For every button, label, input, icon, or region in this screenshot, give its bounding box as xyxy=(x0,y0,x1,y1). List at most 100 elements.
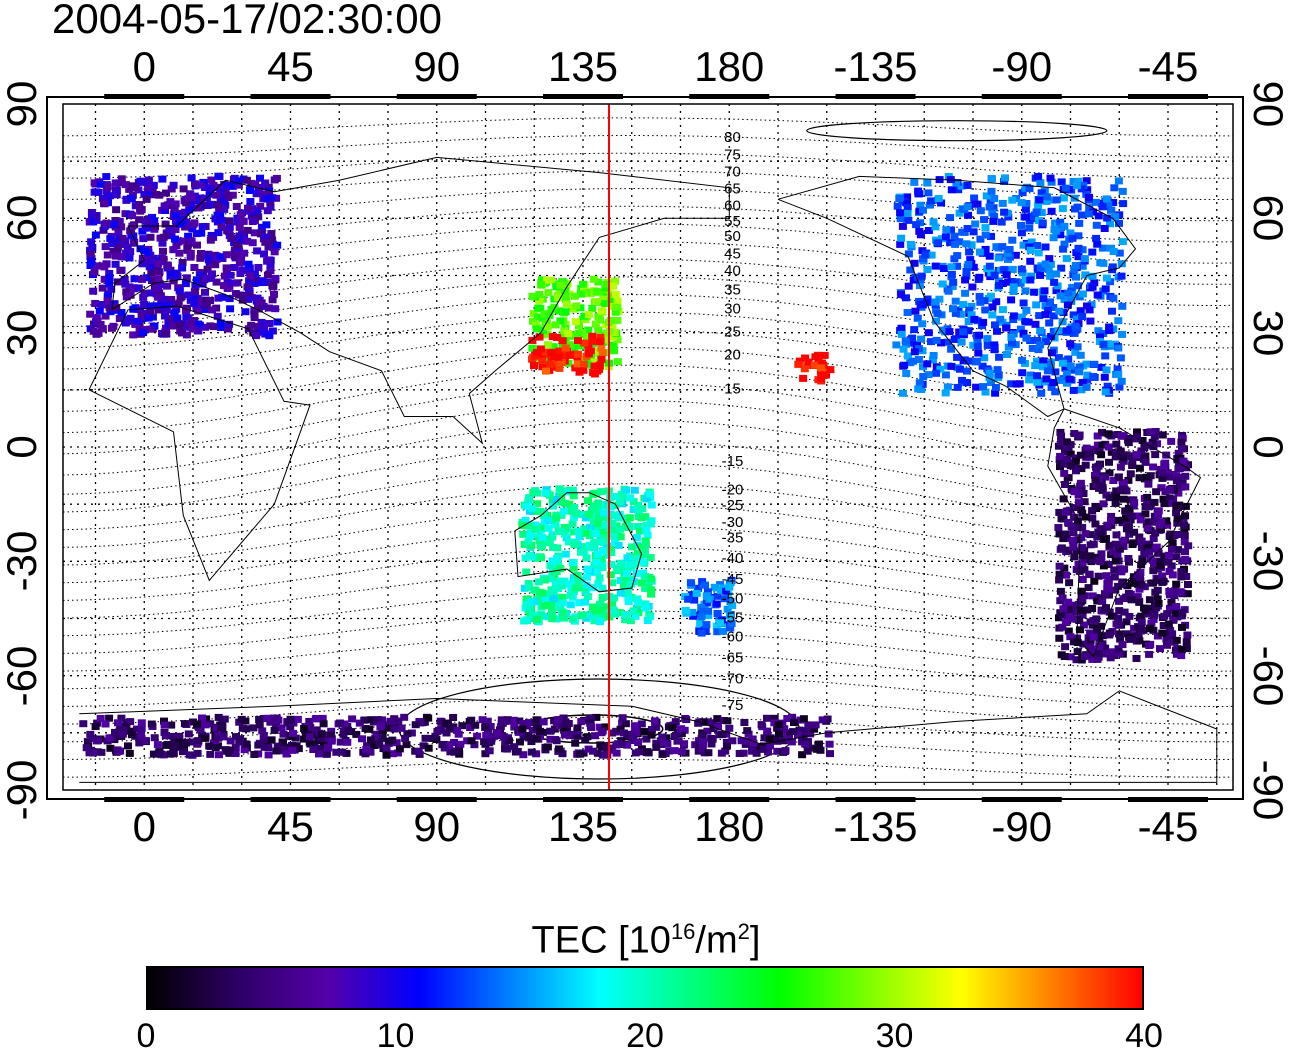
tec-cell xyxy=(1063,474,1072,482)
tec-cell xyxy=(699,718,708,726)
tec-cell xyxy=(725,583,734,591)
tec-cell xyxy=(1133,428,1141,436)
tec-cell xyxy=(136,245,145,253)
tec-cell xyxy=(975,248,984,256)
tec-cell xyxy=(198,280,207,288)
tec-cell xyxy=(735,750,744,757)
tec-cell xyxy=(727,619,736,627)
tec-cell xyxy=(1168,539,1177,547)
tec-cell xyxy=(552,555,561,562)
tec-cell xyxy=(192,276,201,284)
tec-cell xyxy=(726,612,734,620)
tec-cell xyxy=(226,271,235,279)
tec-cell xyxy=(1073,343,1082,351)
tec-cell xyxy=(183,323,192,331)
tec-cell xyxy=(1145,596,1154,604)
tec-cell xyxy=(175,742,184,750)
tec-cell xyxy=(641,540,650,548)
tec-cell xyxy=(153,741,162,749)
bottom-tick-label: -45 xyxy=(1137,803,1199,850)
tec-cell xyxy=(1178,609,1187,617)
tec-cell xyxy=(1056,218,1065,226)
tec-cell xyxy=(1119,495,1128,503)
tec-cell xyxy=(608,333,617,341)
tec-cell xyxy=(232,203,241,210)
tec-cell xyxy=(1138,557,1147,565)
tec-cell xyxy=(1054,442,1063,450)
tec-cell xyxy=(658,733,667,741)
tec-cell xyxy=(728,737,737,745)
tec-cell xyxy=(647,586,656,594)
tec-cell xyxy=(1070,266,1079,273)
tec-cell xyxy=(467,716,476,724)
magnetic-contour xyxy=(62,461,1234,531)
tec-cell xyxy=(568,520,577,528)
tec-cell xyxy=(912,221,921,229)
tec-cell xyxy=(182,313,191,321)
tec-cell xyxy=(1036,341,1045,349)
tec-cell xyxy=(1077,656,1086,664)
tec-cell xyxy=(332,748,341,756)
tec-cell xyxy=(1136,573,1144,581)
tec-cell xyxy=(1036,179,1045,187)
tec-cell xyxy=(1105,494,1114,502)
tec-cell xyxy=(748,735,757,743)
contour-label: 25 xyxy=(724,323,741,340)
tec-cell xyxy=(532,325,541,333)
tec-cell xyxy=(1062,370,1071,378)
tec-cell xyxy=(1021,276,1030,284)
tec-cell xyxy=(207,274,216,282)
tec-cell xyxy=(169,246,178,254)
tec-cell xyxy=(1061,530,1070,538)
colorbar-title-exponent-2: 2 xyxy=(737,919,750,944)
tec-cell xyxy=(175,321,184,329)
tec-cell xyxy=(933,239,942,247)
tec-cell xyxy=(596,316,605,324)
magnetic-contour xyxy=(62,652,1233,690)
tec-cell xyxy=(98,195,107,202)
tec-cell xyxy=(646,520,655,528)
tec-cell xyxy=(1183,590,1192,598)
tec-cell xyxy=(186,319,195,327)
tec-cell xyxy=(985,252,994,260)
tec-cell xyxy=(901,337,910,345)
tec-cell xyxy=(596,618,605,626)
tec-cell xyxy=(567,507,576,515)
tec-cell xyxy=(720,595,729,603)
tec-cell xyxy=(137,311,146,319)
tec-cell xyxy=(611,527,620,534)
tec-cell xyxy=(1158,431,1167,439)
tec-cell xyxy=(393,749,402,757)
tec-cell xyxy=(1005,246,1014,253)
tec-cell xyxy=(765,735,774,743)
tec-cell xyxy=(1104,430,1113,438)
tec-cell xyxy=(748,747,757,755)
contour-label: 20 xyxy=(724,346,741,363)
tec-cell xyxy=(942,226,951,234)
tec-cell xyxy=(559,714,568,722)
tec-cell xyxy=(1135,474,1144,482)
tec-cell xyxy=(1170,592,1179,599)
tec-cell xyxy=(355,719,364,727)
tec-cell xyxy=(619,583,628,591)
tec-cell xyxy=(910,259,919,267)
tec-cell xyxy=(254,305,263,313)
tec-cell xyxy=(592,713,601,721)
tec-cell xyxy=(1019,299,1028,307)
tec-cell xyxy=(289,729,297,737)
tec-cell xyxy=(1039,295,1048,303)
tec-cell xyxy=(601,336,610,344)
tec-cell xyxy=(697,603,706,611)
tec-cell xyxy=(1180,532,1189,540)
tec-cell xyxy=(590,370,599,378)
magnetic-contour xyxy=(62,135,1234,158)
tec-cell xyxy=(166,198,175,206)
tec-cell xyxy=(182,306,190,314)
tec-cell xyxy=(574,527,583,535)
tec-cell xyxy=(526,598,535,606)
tec-cell xyxy=(594,506,602,514)
tec-cell xyxy=(1093,240,1102,248)
tec-cell xyxy=(255,716,264,723)
tec-cell xyxy=(1158,572,1167,580)
tec-cell xyxy=(1172,553,1181,561)
